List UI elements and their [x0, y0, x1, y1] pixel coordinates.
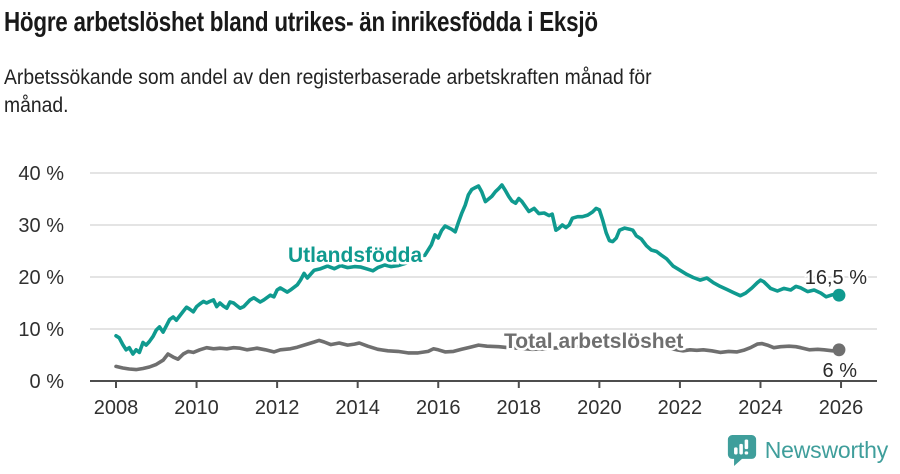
series-end-dot-utlandsfodda [832, 288, 846, 302]
newsworthy-logo-icon [727, 435, 756, 466]
logo-exclamation-dot [744, 451, 748, 455]
y-axis-tick-label: 0 % [30, 371, 65, 393]
subtitle-line-1: Arbetssökande som andel av den registerb… [4, 66, 652, 89]
chart-subtitle: Arbetssökande som andel av den registerb… [4, 64, 652, 120]
logo-exclamation-bar [744, 439, 748, 450]
x-axis-tick-label: 2016 [416, 397, 461, 419]
logo-bar-short [733, 447, 738, 455]
x-axis-tick-label: 2012 [255, 397, 300, 419]
series-end-dot-total-arbetsloshet [832, 343, 846, 357]
page-title: Högre arbetslöshet bland utrikes- än inr… [4, 6, 598, 37]
line-chart: 0 % 10 % 20 % 30 % 40 % 2008 2010 2012 2014 2016 2… [18, 163, 877, 419]
subtitle-line-2: månad. [4, 94, 69, 117]
x-axis-tick-label: 2024 [738, 397, 783, 419]
brand-footer: Newsworthy [727, 434, 888, 467]
y-axis-tick-label: 40 % [18, 163, 64, 185]
series-line-total-arbetsloshet [114, 334, 841, 372]
y-axis-tick-label: 20 % [18, 267, 64, 289]
x-axis-tick-label: 2014 [335, 397, 380, 419]
series-label-total-arbetsloshet: Total arbetslöshet [504, 330, 683, 353]
y-axis-tick-label: 10 % [18, 319, 64, 341]
x-axis-tick-label: 2020 [577, 397, 622, 419]
series-end-value-label-utlandsfodda: 16,5 % [805, 267, 867, 289]
series-label-utlandsfodda: Utlandsfödda [288, 244, 422, 267]
x-axis-tick-label: 2010 [174, 397, 219, 419]
x-axis-tick-label: 2026 [819, 397, 864, 419]
logo-bar-tall [739, 443, 743, 455]
y-axis-tick-label: 30 % [18, 215, 64, 237]
brand-name: Newsworthy [764, 437, 888, 463]
x-axis-tick-label: 2022 [658, 397, 703, 419]
series-end-value-label-total-arbetsloshet: 6 % [823, 360, 858, 382]
x-axis-tick-label: 2008 [94, 397, 139, 419]
series-line-utlandsfodda [114, 183, 841, 356]
x-axis-tick-label: 2018 [497, 397, 542, 419]
